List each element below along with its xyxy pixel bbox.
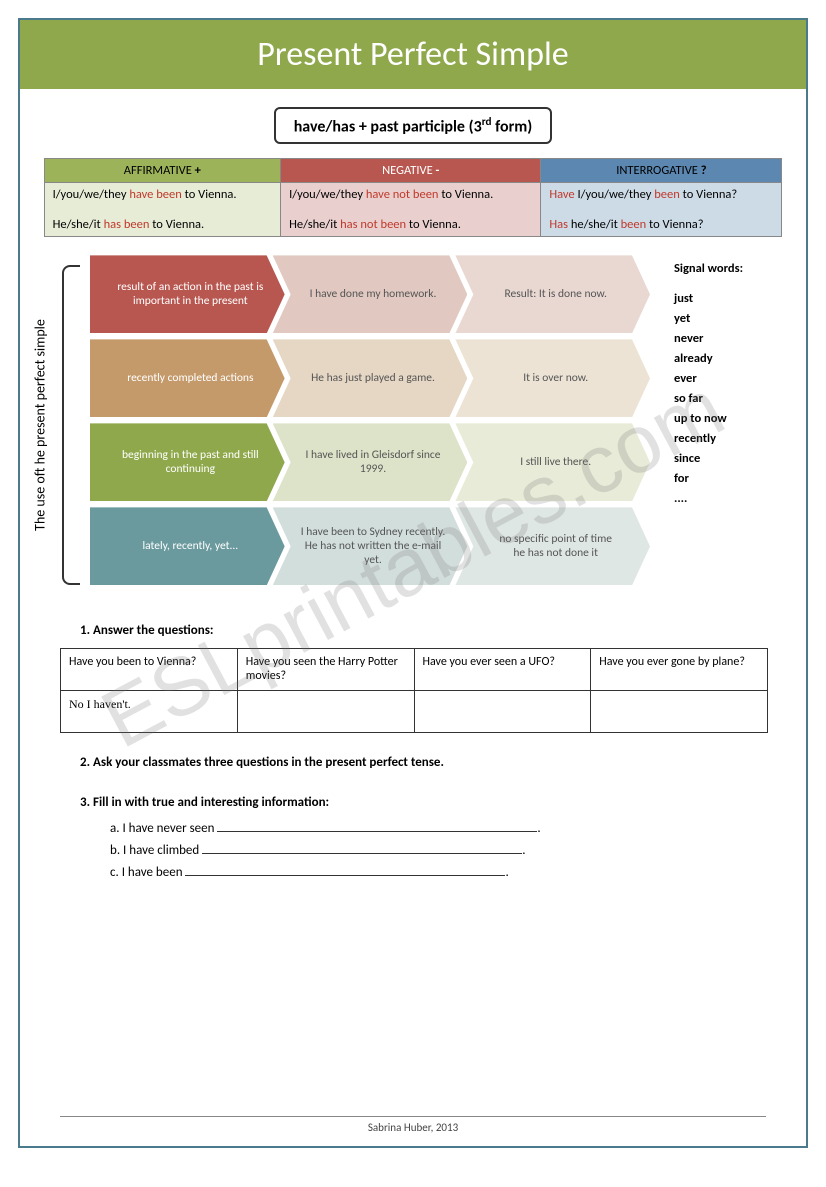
plus-icon: +	[195, 163, 201, 178]
page-title: Present Perfect Simple	[20, 20, 806, 89]
chevron-cell: I have done my homework.	[273, 255, 468, 333]
header-int-label: INTERROGATIVE	[616, 163, 698, 178]
ex1-q1: Have you been to Vienna?	[61, 649, 238, 691]
answer-table: Have you been to Vienna? Have you seen t…	[60, 648, 768, 733]
formula-text-b: form)	[492, 117, 533, 136]
int2-a: Has	[549, 217, 568, 232]
chevron-cell: recently completed actions	[90, 339, 285, 417]
signal-words-box: Signal words: justyetneveralreadyeverso …	[674, 259, 784, 509]
chevron-cell: result of an action in the past is impor…	[90, 255, 285, 333]
header-neg-label: NEGATIVE	[382, 163, 433, 178]
ex3-c-text: c. I have been	[110, 865, 183, 880]
ex1-q3: Have you ever seen a UFO?	[414, 649, 591, 691]
chevron-rows: result of an action in the past is impor…	[90, 255, 650, 591]
minus-icon: -	[436, 163, 440, 178]
neg1-c: to Vienna.	[439, 187, 494, 202]
chevron-row: lately, recently, yet...I have been to S…	[90, 507, 650, 585]
signal-word: just	[674, 289, 784, 309]
blank-line[interactable]	[217, 820, 537, 832]
ex1-a1[interactable]: No I haven't.	[61, 691, 238, 733]
chevron-cell: no specific point of time he has not don…	[455, 507, 650, 585]
header-interrogative: INTERROGATIVE ?	[541, 159, 782, 183]
cell-interrogative: Have I/you/we/they been to Vienna? Has h…	[541, 183, 782, 237]
formula-sup: rd	[482, 115, 492, 129]
header-negative: NEGATIVE -	[281, 159, 541, 183]
int2-b: he/she/it	[568, 217, 621, 232]
bracket-icon	[62, 265, 80, 585]
neg2-c: to Vienna.	[406, 217, 461, 232]
ex1-a4[interactable]	[591, 691, 768, 733]
int2-c: been	[621, 217, 647, 232]
chevron-cell: Result: It is done now.	[455, 255, 650, 333]
neg2-a: He/she/it	[289, 217, 340, 232]
cell-affirmative: I/you/we/they have been to Vienna. He/sh…	[44, 183, 281, 237]
formula-wrap: have/has + past participle (3rd form)	[20, 89, 806, 158]
ex1-a2[interactable]	[237, 691, 414, 733]
chevron-cell: I have been to Sydney recently. He has n…	[273, 507, 468, 585]
ex3-line-a: a. I have never seen .	[110, 820, 768, 836]
aff2-a: He/she/it	[53, 217, 104, 232]
chevron-cell: beginning in the past and still continui…	[90, 423, 285, 501]
header-affirmative: AFFIRMATIVE +	[44, 159, 281, 183]
chevron-row: recently completed actionsHe has just pl…	[90, 339, 650, 417]
neg2-b: has not been	[340, 217, 406, 232]
signal-word: since	[674, 449, 784, 469]
ex3-b-text: b. I have climbed	[110, 843, 199, 858]
int2-d: to Vienna?	[646, 217, 703, 232]
chevron-row: beginning in the past and still continui…	[90, 423, 650, 501]
ex2-title: 2. Ask your classmates three questions i…	[80, 755, 768, 770]
int1-c: been	[654, 187, 680, 202]
ex3-title: 3. Fill in with true and interesting inf…	[80, 795, 768, 810]
signal-list: justyetneveralreadyeverso farup to nowre…	[674, 289, 784, 509]
aff1-b: have been	[129, 187, 182, 202]
chevron-cell: I have lived in Gleisdorf since 1999.	[273, 423, 468, 501]
formula-text-a: have/has + past participle (3	[294, 117, 482, 136]
signal-word: already	[674, 349, 784, 369]
chevron-cell: He has just played a game.	[273, 339, 468, 417]
int1-d: to Vienna?	[680, 187, 737, 202]
signal-word: up to now	[674, 409, 784, 429]
ex1-title: 1. Answer the questions:	[80, 623, 768, 638]
footer-divider	[60, 1116, 766, 1117]
aff2-c: to Vienna.	[149, 217, 204, 232]
header-aff-label: AFFIRMATIVE	[124, 163, 192, 178]
aff1-a: I/you/we/they	[53, 187, 130, 202]
neg1-b: have not been	[366, 187, 439, 202]
signal-header: Signal words:	[674, 259, 784, 279]
chevron-row: result of an action in the past is impor…	[90, 255, 650, 333]
footer: Sabrina Huber, 2013	[20, 1116, 806, 1134]
usage-diagram: The use oft he present perfect simple re…	[20, 255, 806, 595]
neg1-a: I/you/we/they	[289, 187, 366, 202]
ex3-a-text: a. I have never seen	[110, 821, 214, 836]
aff1-c: to Vienna.	[182, 187, 237, 202]
footer-text: Sabrina Huber, 2013	[368, 1121, 458, 1134]
signal-word: recently	[674, 429, 784, 449]
blank-line[interactable]	[202, 842, 522, 854]
cell-negative: I/you/we/they have not been to Vienna. H…	[281, 183, 541, 237]
blank-line[interactable]	[185, 864, 505, 876]
signal-word: ....	[674, 489, 784, 509]
page-frame: Present Perfect Simple have/has + past p…	[18, 18, 808, 1148]
signal-word: ever	[674, 369, 784, 389]
chevron-cell: It is over now.	[455, 339, 650, 417]
signal-word: so far	[674, 389, 784, 409]
grammar-table: AFFIRMATIVE + NEGATIVE - INTERROGATIVE ?…	[44, 158, 783, 237]
formula-box: have/has + past participle (3rd form)	[274, 107, 553, 144]
int1-b: I/you/we/they	[575, 187, 655, 202]
chevron-cell: I still live there.	[455, 423, 650, 501]
signal-word: never	[674, 329, 784, 349]
ex3-line-c: c. I have been .	[110, 864, 768, 880]
signal-word: yet	[674, 309, 784, 329]
chevron-cell: lately, recently, yet...	[90, 507, 285, 585]
signal-word: for	[674, 469, 784, 489]
exercises: 1. Answer the questions: Have you been t…	[80, 623, 768, 880]
vertical-label: The use oft he present perfect simple	[32, 275, 49, 575]
ex1-q2: Have you seen the Harry Potter movies?	[237, 649, 414, 691]
ex3-line-b: b. I have climbed .	[110, 842, 768, 858]
ex1-q4: Have you ever gone by plane?	[591, 649, 768, 691]
question-icon: ?	[701, 163, 707, 178]
int1-a: Have	[549, 187, 574, 202]
ex1-a3[interactable]	[414, 691, 591, 733]
aff2-b: has been	[104, 217, 150, 232]
